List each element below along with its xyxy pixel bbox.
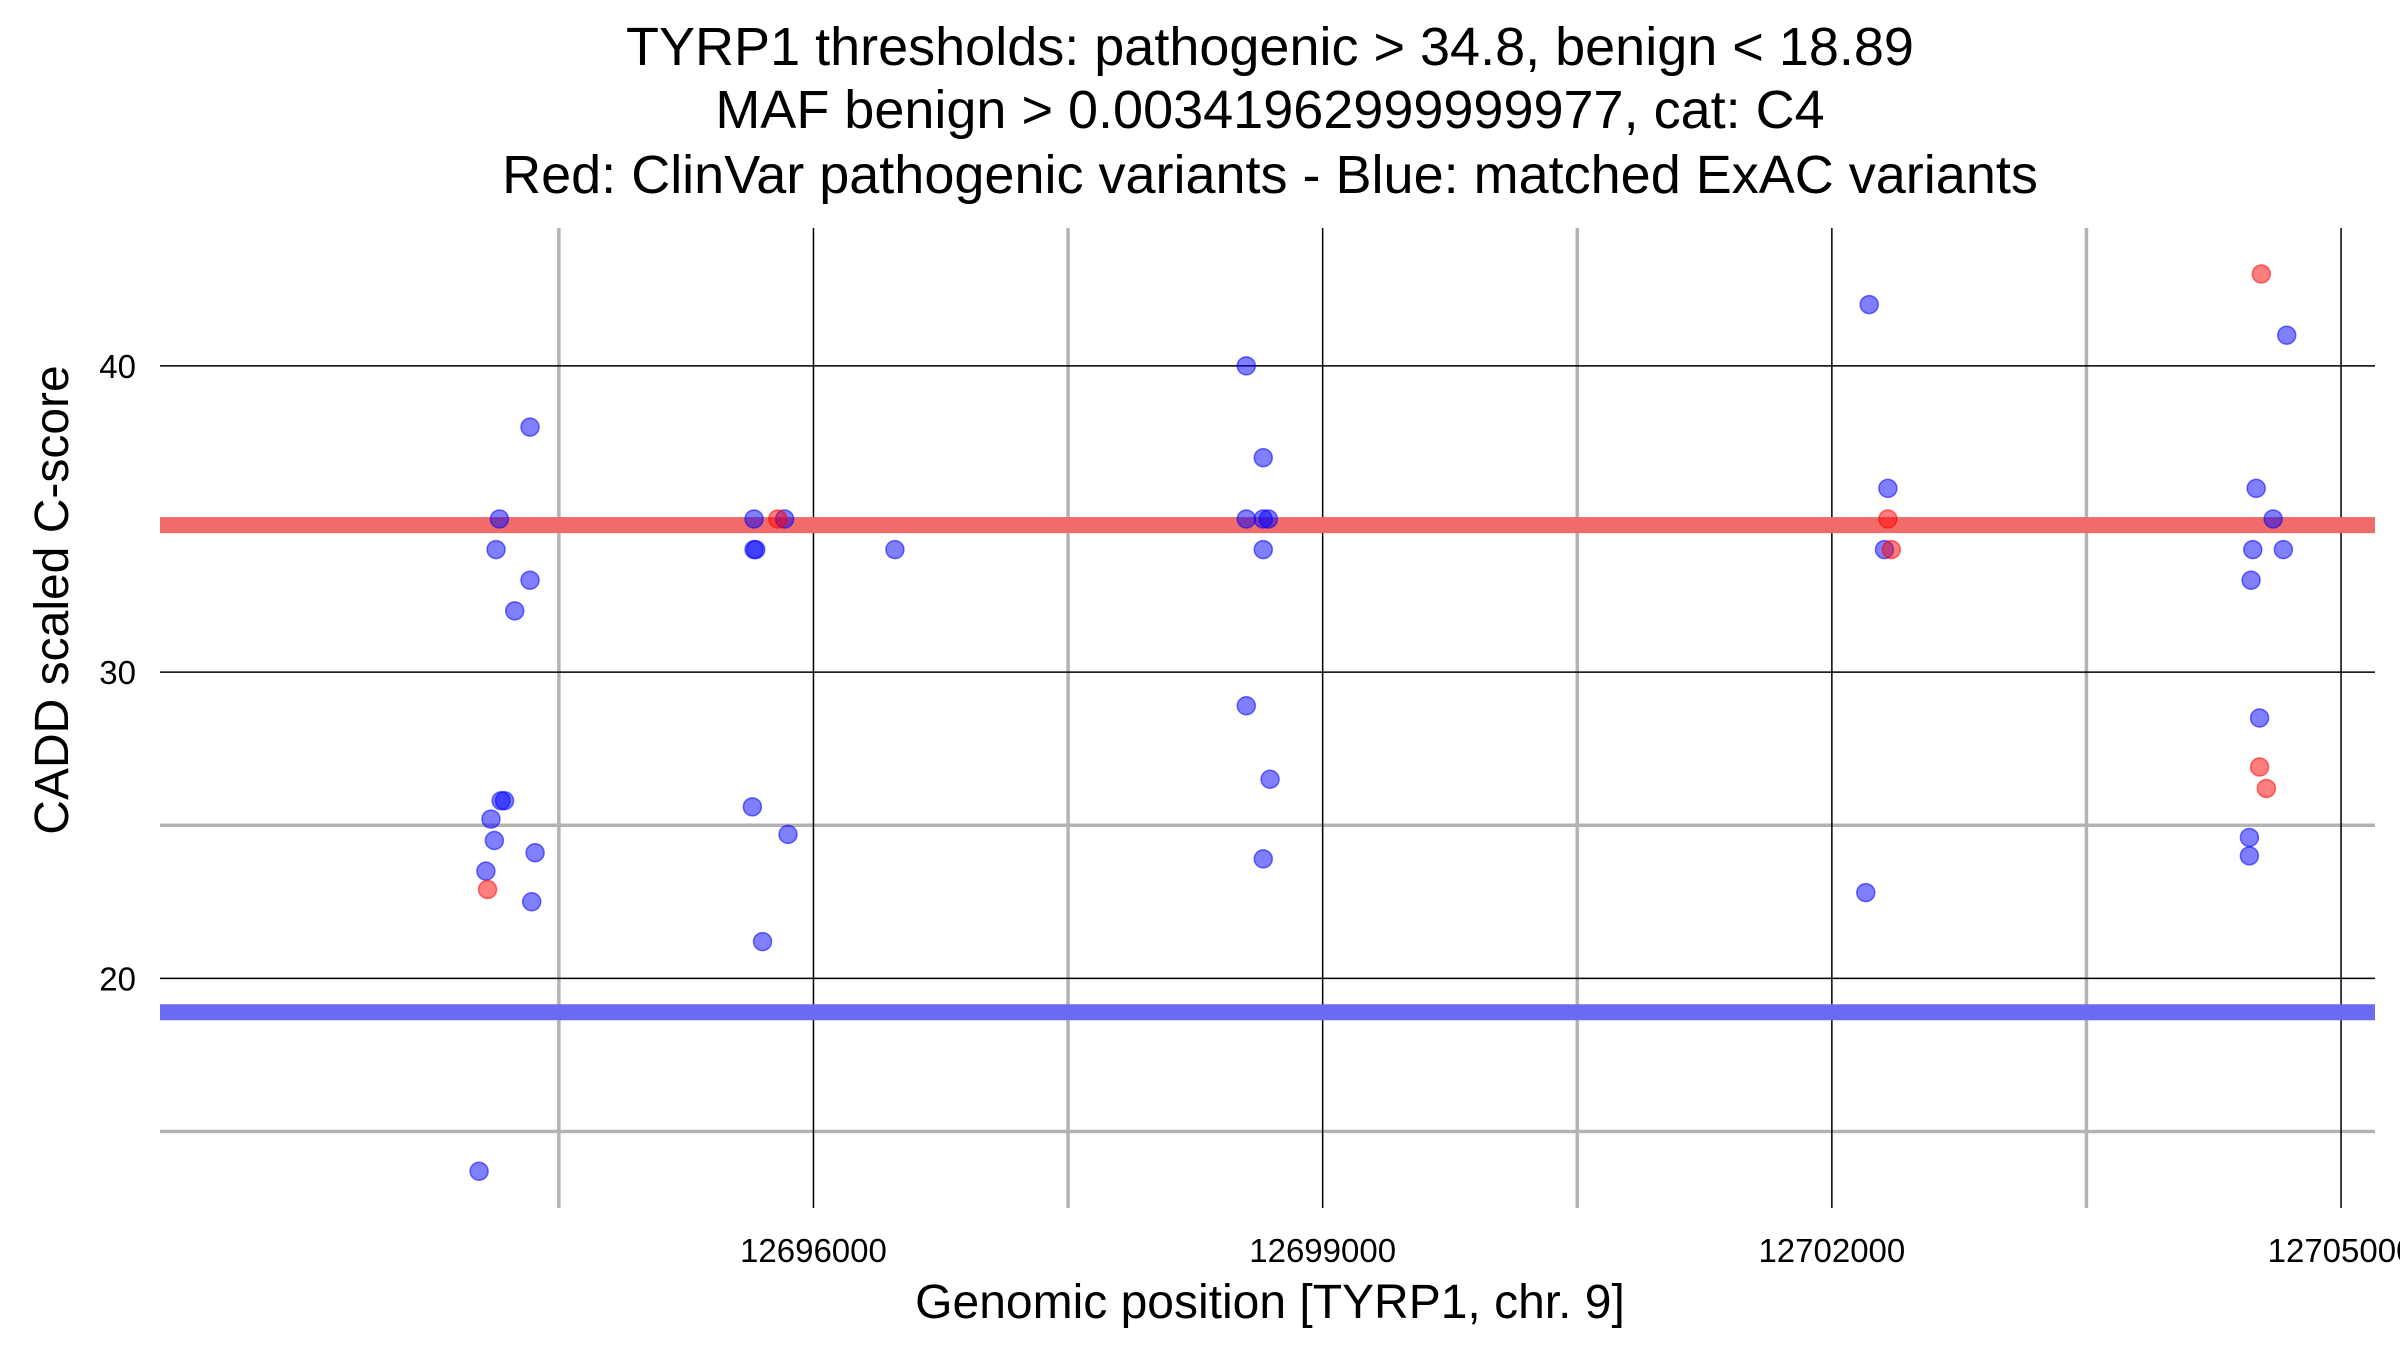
exac-variant-point-4 bbox=[1236, 696, 1257, 716]
exac-variant-point-37 bbox=[742, 797, 763, 817]
exac-variant-point-41 bbox=[1260, 769, 1280, 789]
exac-variant-point-26 bbox=[504, 601, 525, 621]
exac-variant-point-30 bbox=[484, 830, 505, 851]
exac-variant-point-14 bbox=[2239, 846, 2260, 866]
exac-variant-point-23 bbox=[520, 570, 540, 590]
clinvar-variant-point-2 bbox=[1878, 509, 1898, 529]
exac-variant-point-27 bbox=[489, 509, 510, 529]
exac-variant-point-32 bbox=[494, 790, 515, 811]
exac-variant-point-40 bbox=[778, 824, 798, 845]
x-tick-label-1: 12699000 bbox=[1249, 1232, 1396, 1269]
threshold-lines bbox=[160, 517, 2375, 1021]
exac-variant-point-5 bbox=[1253, 447, 1274, 468]
y-axis-ticks: 20 30 40 bbox=[99, 348, 136, 998]
exac-variant-point-33 bbox=[476, 861, 496, 881]
exac-variant-point-15 bbox=[2241, 570, 2261, 590]
title-line-3: Red: ClinVar pathogenic variants - Blue:… bbox=[502, 145, 2038, 205]
clinvar-variant-point-0 bbox=[477, 879, 498, 900]
clinvar-variant-point-5 bbox=[2249, 757, 2270, 777]
exac-variant-point-38 bbox=[752, 931, 773, 952]
exac-variant-point-0 bbox=[469, 1161, 489, 1181]
y-tick-label-0: 20 bbox=[99, 960, 136, 997]
exac-variant-point-22 bbox=[520, 417, 540, 437]
clinvar-variant-point-6 bbox=[2256, 778, 2277, 799]
major-gridlines bbox=[160, 228, 2375, 1208]
exac-variant-point-25 bbox=[525, 843, 545, 863]
exac-variant-point-42 bbox=[1258, 509, 1279, 529]
exac-variant-point-3 bbox=[1236, 509, 1257, 529]
exac-variant-point-1 bbox=[885, 539, 905, 560]
exac-variant-point-18 bbox=[2249, 708, 2270, 728]
exac-variant-point-13 bbox=[2239, 827, 2260, 848]
exac-variant-point-19 bbox=[2263, 509, 2283, 529]
y-tick-label-1: 30 bbox=[99, 654, 136, 691]
exac-variant-point-29 bbox=[481, 809, 501, 829]
exac-variant-point-8 bbox=[1253, 849, 1274, 869]
exac-variant-point-11 bbox=[1878, 478, 1898, 499]
exac-variant-point-36 bbox=[746, 539, 766, 560]
x-axis-ticks: 12696000 12699000 12702000 12705000 bbox=[740, 1232, 2400, 1269]
exac-variant-point-2 bbox=[1236, 356, 1257, 376]
clinvar-variant-point-3 bbox=[1881, 539, 1902, 560]
exac-variant-point-20 bbox=[2273, 539, 2294, 560]
exac-variant-point-21 bbox=[2276, 325, 2297, 345]
x-tick-label-3: 12705000 bbox=[2268, 1232, 2400, 1269]
exac-variant-point-10 bbox=[1856, 882, 1876, 903]
exac-variant-point-16 bbox=[2243, 539, 2263, 560]
clinvar-variant-point-4 bbox=[2251, 264, 2272, 284]
exac-variant-point-7 bbox=[1253, 539, 1274, 560]
exac-variant-point-17 bbox=[2246, 478, 2266, 499]
exac-variant-point-24 bbox=[521, 892, 542, 912]
x-axis-title: Genomic position [TYRP1, chr. 9] bbox=[915, 1276, 1625, 1329]
x-tick-label-0: 12696000 bbox=[740, 1232, 887, 1269]
x-tick-label-2: 12702000 bbox=[1758, 1232, 1905, 1269]
data-points bbox=[469, 264, 2297, 1181]
y-axis-title: CADD scaled C-score bbox=[26, 365, 79, 834]
title-line-1: TYRP1 thresholds: pathogenic > 34.8, ben… bbox=[626, 17, 1914, 77]
clinvar-variant-point-1 bbox=[768, 509, 788, 529]
exac-variant-point-9 bbox=[1859, 294, 1879, 315]
y-tick-label-2: 40 bbox=[99, 348, 136, 385]
title-line-2: MAF benign > 0.00341962999999977, cat: C… bbox=[715, 80, 1824, 140]
chart-title: TYRP1 thresholds: pathogenic > 34.8, ben… bbox=[502, 17, 2038, 205]
exac-variant-point-28 bbox=[486, 539, 506, 560]
exac-variant-point-34 bbox=[744, 509, 764, 529]
minor-gridlines bbox=[160, 228, 2375, 1208]
